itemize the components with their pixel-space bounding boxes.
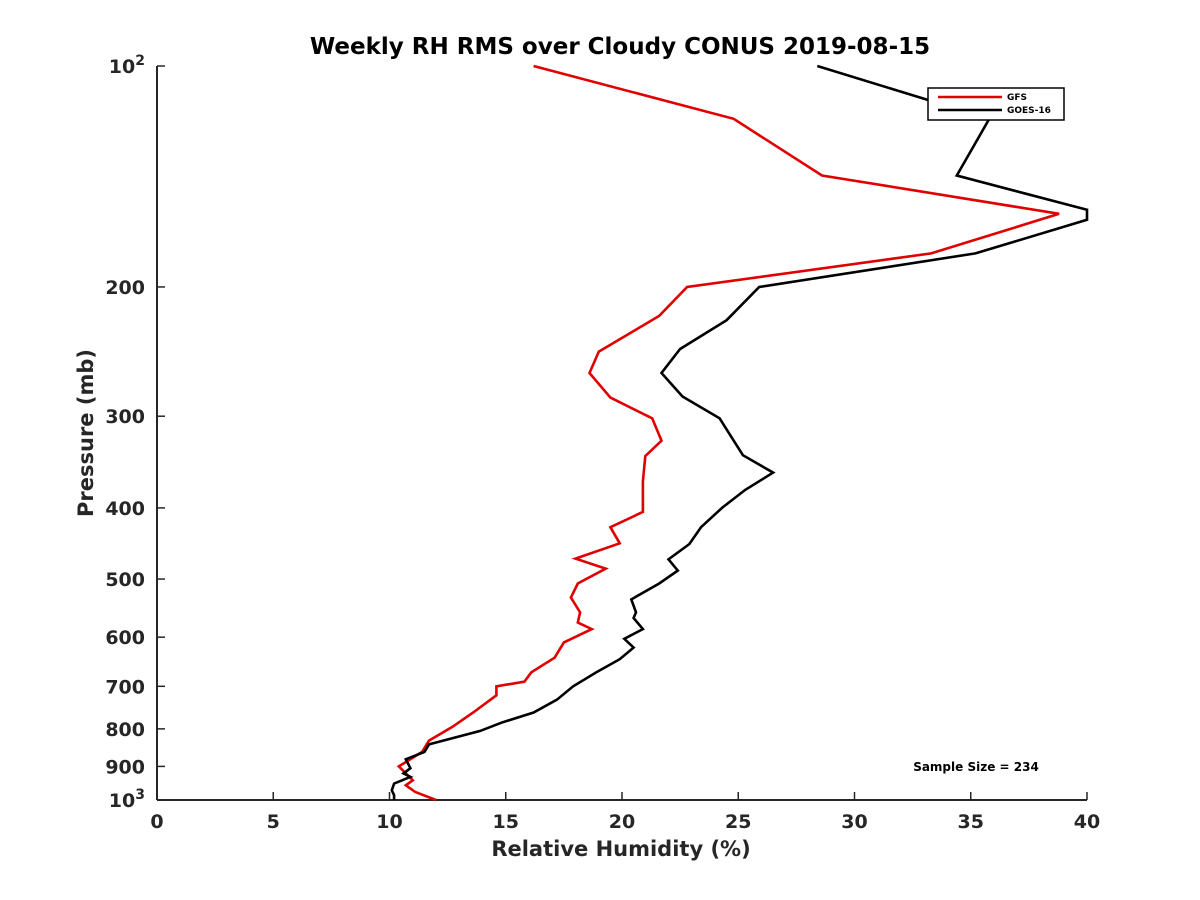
- y-tick-label: 400: [105, 498, 145, 520]
- y-tick-label-base: 10: [109, 790, 135, 812]
- y-tick-label: 500: [105, 569, 145, 591]
- x-tick-label: 30: [841, 811, 867, 833]
- y-tick-label: 600: [105, 627, 145, 649]
- x-ticks: 0 5 10 15 20 25 30 35 40: [150, 792, 1100, 833]
- y-tick-label: 102: [109, 53, 145, 78]
- y-tick-label-exponent: 3: [135, 787, 145, 803]
- x-tick-label: 0: [150, 811, 163, 833]
- y-tick-label-base: 10: [109, 56, 135, 78]
- series-line-gfs: [396, 64, 1060, 802]
- series-line-goes16: [390, 64, 1089, 800]
- legend-box: [927, 87, 1065, 121]
- chart-title: Weekly RH RMS over Cloudy CONUS 2019-08-…: [310, 34, 930, 60]
- sample-size-annotation: Sample Size = 234: [913, 760, 1039, 774]
- axes: [156, 66, 1087, 801]
- x-tick-label: 40: [1074, 811, 1100, 833]
- legend-label-goes16: GOES-16: [1007, 106, 1051, 116]
- x-tick-label: 10: [376, 811, 402, 833]
- y-tick-label: 200: [105, 277, 145, 299]
- y-tick-label: 300: [105, 406, 145, 428]
- y-tick-label-exponent: 2: [135, 53, 145, 69]
- x-axis-title: Relative Humidity (%): [491, 837, 750, 861]
- x-tick-label: 15: [493, 811, 519, 833]
- y-tick-label: 800: [105, 719, 145, 741]
- y-tick-label: 103: [109, 787, 145, 812]
- x-tick-label: 35: [958, 811, 984, 833]
- legend-label-gfs: GFS: [1007, 93, 1027, 103]
- y-tick-label: 900: [105, 756, 145, 778]
- legend: GFS GOES-16: [927, 87, 1065, 121]
- x-tick-label: 20: [609, 811, 635, 833]
- y-axis-title: Pressure (mb): [74, 349, 98, 517]
- y-tick-label: 700: [105, 676, 145, 698]
- x-tick-label: 5: [267, 811, 280, 833]
- series-layer: [390, 64, 1089, 802]
- x-tick-label: 25: [725, 811, 751, 833]
